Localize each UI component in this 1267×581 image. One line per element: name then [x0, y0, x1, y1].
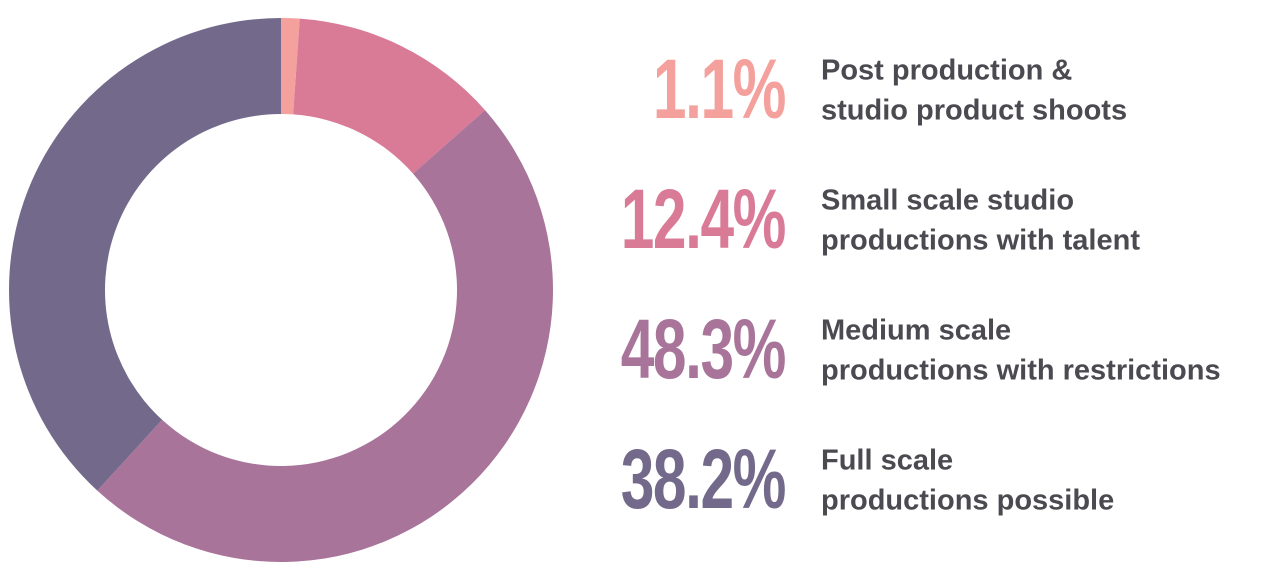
legend-label: Medium scale — [821, 315, 1011, 347]
donut-segment — [281, 18, 300, 115]
value-label: 1.1% — [653, 42, 786, 136]
legend-label: productions with restrictions — [821, 355, 1221, 387]
legend-label: studio product shoots — [821, 95, 1127, 127]
value-label: 48.3% — [621, 302, 786, 396]
donut-segment — [97, 110, 554, 563]
legend-item: 1.1% — [653, 42, 787, 136]
legend-item: 48.3% — [621, 302, 787, 396]
value-label: 38.2% — [621, 432, 786, 526]
legend-item: 12.4% — [621, 172, 787, 266]
value-label: 12.4% — [621, 172, 786, 266]
legend-label: Post production & — [821, 55, 1072, 87]
legend-item: 38.2% — [621, 432, 787, 526]
legend-label: Full scale — [821, 445, 953, 477]
legend-label: productions with talent — [821, 225, 1140, 257]
legend-label: Small scale studio — [821, 185, 1074, 217]
donut-segment — [293, 18, 486, 174]
legend-label: productions possible — [821, 485, 1114, 517]
donut-segment — [8, 18, 282, 491]
